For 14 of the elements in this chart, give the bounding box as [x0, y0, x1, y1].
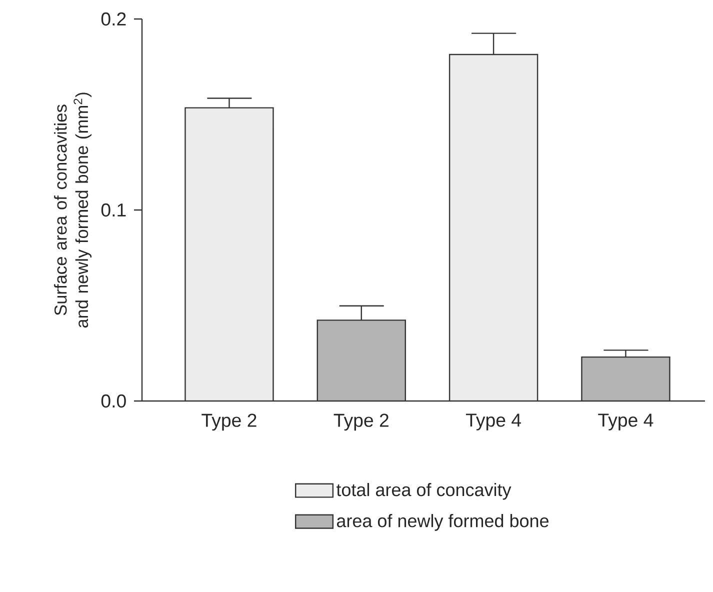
- x-tick-label: Type 2: [202, 414, 256, 431]
- x-tick-label: Type 4: [598, 414, 654, 430]
- legend-label: area of newly formed bone: [336, 514, 549, 531]
- bar: [581, 356, 670, 402]
- bar: [448, 54, 538, 402]
- bar: [185, 108, 274, 402]
- y-tick-label: 0.0: [101, 394, 126, 408]
- y-tick-label: 0.1: [101, 203, 126, 217]
- y-tick-label: 0.2: [101, 12, 126, 26]
- x-tick-label: Type 2: [334, 414, 388, 431]
- x-tick-label: Type 4: [466, 414, 521, 430]
- bar: [317, 320, 406, 402]
- y-axis-title: Surface area of concavities and newly formed bone (mm$^{2}$): [54, 92, 92, 328]
- legend-label: total area of concavity: [336, 482, 512, 500]
